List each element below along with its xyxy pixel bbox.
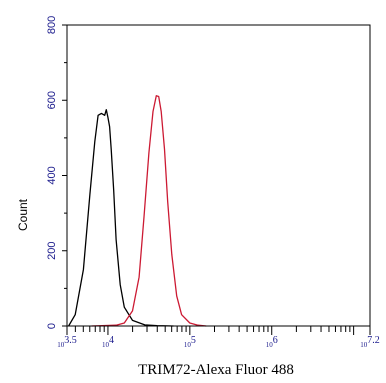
- x-tick-label: 104: [102, 335, 114, 349]
- y-axis-label: Count: [16, 198, 30, 231]
- y-tick-label: 600: [46, 91, 58, 109]
- y-tick-label: 200: [46, 242, 58, 260]
- x-tick-label: 106: [266, 335, 278, 349]
- x-tick-label: 107.2: [360, 335, 380, 349]
- plot-series: [68, 95, 207, 327]
- series-line-1: [68, 109, 174, 327]
- x-axis-label: TRIM72-Alexa Fluor 488: [138, 362, 294, 378]
- y-axis: 0 200 400 600 800: [46, 16, 67, 329]
- series-line-2: [91, 95, 207, 327]
- x-axis: 103.5 104 105 106 107.2: [57, 326, 380, 349]
- y-tick-label: 800: [46, 16, 58, 34]
- plot-frame: [66, 24, 371, 327]
- y-tick-label: 400: [46, 166, 58, 184]
- y-tick-label: 0: [46, 323, 58, 329]
- x-tick-label: 105: [184, 335, 196, 349]
- x-tick-label: 103.5: [57, 335, 77, 349]
